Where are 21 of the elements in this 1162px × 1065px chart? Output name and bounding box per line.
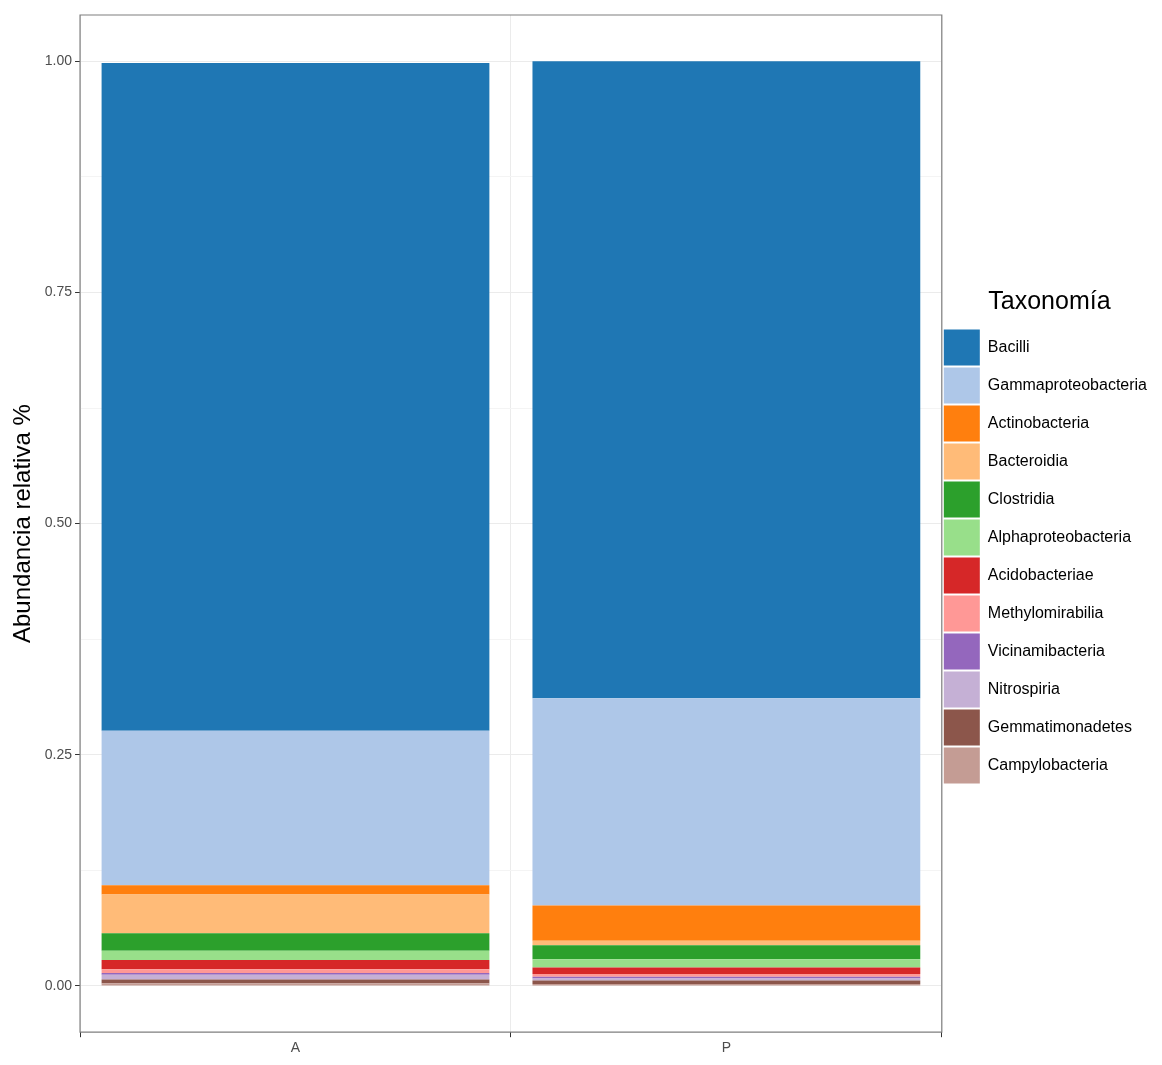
legend-label: Bacteroidia [987,451,1068,469]
y-axis-title: Abundancia relativa % [8,404,36,644]
legend-label: Gammaproteobacteria [987,375,1148,393]
legend-title: Taxonomía [988,285,1111,314]
y-tick-label: 0.50 [44,514,73,531]
legend-label: Bacilli [987,337,1030,355]
legend-label: Campylobacteria [987,755,1108,773]
legend-label: Methylomirabilia [987,603,1104,621]
x-tick-label: P [721,1039,732,1056]
y-tick-label: 0.00 [44,976,73,993]
legend-label: Alphaproteobacteria [987,527,1132,545]
legend-label: Actinobacteria [987,413,1090,431]
legend-label: Nitrospiria [987,679,1060,697]
legend-label: Vicinamibacteria [987,641,1106,659]
legend-label: Acidobacteriae [987,565,1094,583]
y-tick-label: 0.75 [44,283,73,300]
y-tick-label: 0.25 [44,745,73,762]
legend-label: Gemmatimonadetes [987,717,1132,735]
x-tick-label: A [290,1039,301,1056]
y-tick-label: 1.00 [44,52,73,69]
legend-label: Clostridia [987,489,1055,507]
